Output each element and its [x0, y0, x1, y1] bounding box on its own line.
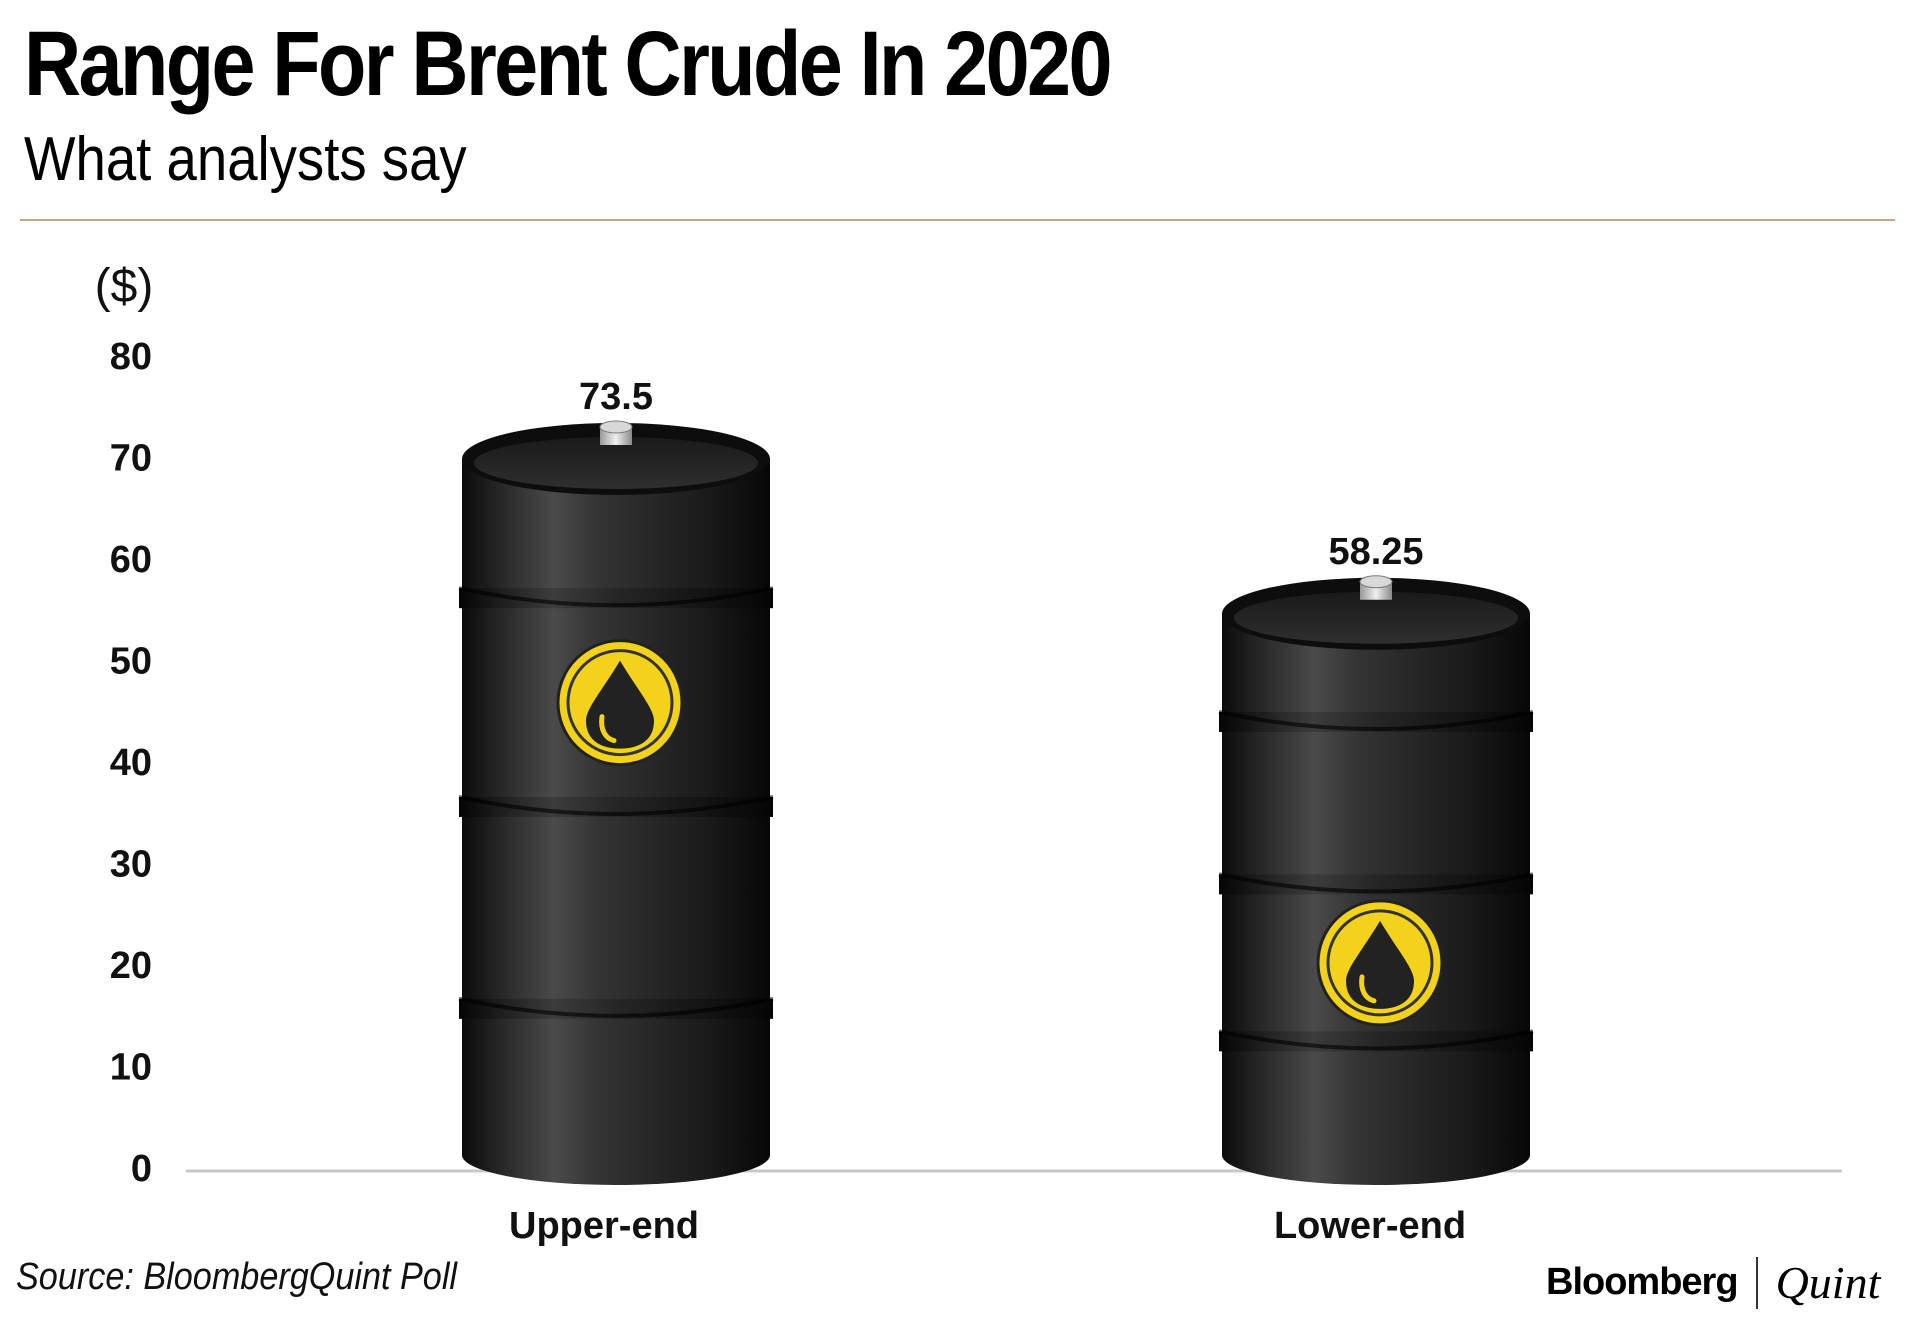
data-label: 73.5 — [579, 376, 653, 418]
chart-title: Range For Brent Crude In 2020 — [24, 13, 1112, 115]
barrel-bar-chart: ($) 0 10 20 30 40 50 60 70 80 73.5 Upper-end 58.25… — [95, 260, 1842, 1247]
barrel-bottom — [1222, 1125, 1530, 1185]
y-tick-label: 80 — [110, 336, 152, 378]
y-tick-label: 30 — [110, 844, 152, 886]
oil-drop-icon — [1316, 899, 1444, 1027]
brand-logo: Bloomberg Quint — [1546, 1256, 1880, 1309]
barrel-ring-edge — [1218, 872, 1534, 894]
barrel-ring — [1219, 1031, 1533, 1052]
barrel-ring — [1219, 874, 1533, 895]
y-tick-label: 0 — [131, 1148, 152, 1190]
brand-secondary: Quint — [1775, 1257, 1881, 1308]
x-tick-label: Lower-end — [1274, 1205, 1466, 1247]
barrel-ring-edge — [458, 996, 774, 1018]
chart-subtitle: What analysts say — [24, 125, 467, 194]
header-divider — [20, 219, 1895, 221]
barrel-ring-edge — [1218, 1029, 1534, 1051]
barrel-lid — [1234, 591, 1518, 644]
barrel-cap-top — [599, 420, 633, 434]
y-tick-label: 50 — [110, 641, 152, 683]
barrel-ring — [1219, 712, 1533, 733]
y-axis-unit-label: ($) — [95, 260, 154, 313]
source-note: Source: BloombergQuint Poll — [16, 1256, 458, 1298]
x-tick-label: Upper-end — [509, 1205, 699, 1247]
barrel-cap-top — [1359, 575, 1393, 589]
barrel-bottom — [462, 1125, 770, 1185]
data-label: 58.25 — [1328, 531, 1423, 573]
barrel-lid — [474, 436, 758, 489]
bar — [458, 420, 774, 1185]
bar — [1218, 575, 1534, 1185]
barrel-ring — [459, 796, 773, 817]
bars: 73.5 Upper-end 58.25 Lower-end — [458, 376, 1534, 1247]
brand-primary: Bloomberg — [1546, 1261, 1739, 1303]
barrel-ring-edge — [1218, 710, 1534, 732]
y-axis: 0 10 20 30 40 50 60 70 80 — [110, 336, 152, 1190]
y-tick-label: 20 — [110, 945, 152, 987]
y-tick-label: 70 — [110, 438, 152, 480]
brand-separator — [1755, 1256, 1758, 1309]
y-tick-label: 40 — [110, 742, 152, 784]
barrel-ring-edge — [458, 795, 774, 816]
oil-drop-icon — [556, 639, 684, 767]
y-tick-label: 60 — [110, 539, 152, 581]
barrel-ring-edge — [458, 586, 774, 608]
barrel-ring — [459, 998, 773, 1019]
barrel-ring — [459, 588, 773, 609]
y-tick-label: 10 — [110, 1047, 152, 1089]
